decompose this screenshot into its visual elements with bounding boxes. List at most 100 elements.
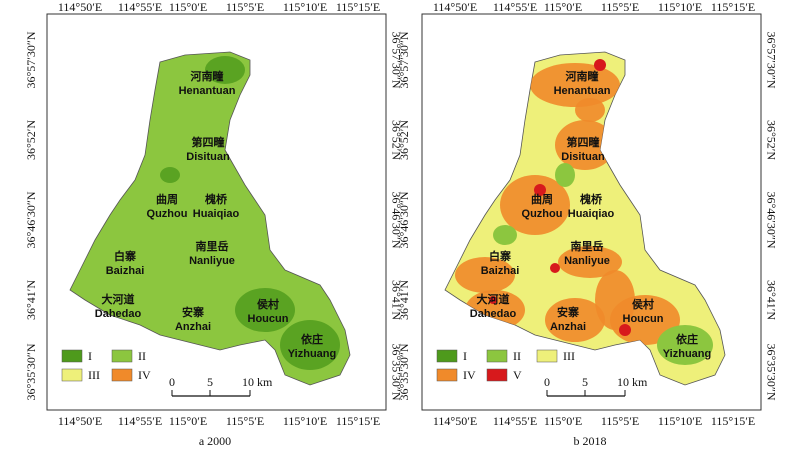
lon-label: 114°55′E — [118, 0, 162, 14]
patch — [280, 320, 340, 370]
place-name-zh: 南里岳 — [571, 239, 604, 253]
legend-label: V — [513, 368, 522, 382]
place-name-zh: 槐桥 — [204, 192, 228, 206]
place-name-zh: 曲周 — [531, 192, 553, 206]
legend-label: II — [513, 349, 521, 363]
place-name-zh: 河南疃 — [566, 69, 599, 83]
lat-label: 36°35′30″N — [397, 343, 411, 400]
place-name-en: Baizhai — [481, 265, 520, 277]
place-name-zh: 白寨 — [489, 249, 511, 263]
place-name-en: Huaiqiao — [193, 208, 240, 220]
scale-label: 5 — [207, 375, 213, 389]
place-name-en: Houcun — [248, 313, 289, 325]
map-frame — [421, 13, 762, 411]
place-name-en: Huaiqiao — [568, 208, 615, 220]
patch — [500, 175, 570, 235]
place-name-zh: 河南疃 — [191, 69, 224, 83]
scale-label: 10 km — [617, 375, 648, 389]
lon-label: 114°50′E — [58, 414, 102, 428]
place-name-zh: 槐桥 — [579, 192, 603, 206]
place-name-en: Baizhai — [106, 265, 145, 277]
lat-label: 36°57′30″N — [397, 31, 411, 88]
lat-label: 36°46′30″N — [764, 191, 778, 248]
map-panel: 114°50′E 114°50′E 114°55′E 114°55′E 115°0′E 1… — [397, 0, 779, 448]
place-name-en: Disituan — [561, 151, 605, 163]
place-name-en: Yizhuang — [288, 348, 336, 360]
lat-label: 36°35′30″N — [24, 343, 38, 400]
legend-swatch — [486, 349, 508, 363]
place-name-en: Disituan — [186, 151, 230, 163]
lon-label: 115°15′E — [711, 414, 755, 428]
lon-label: 115°0′E — [169, 0, 207, 14]
lon-label: 114°50′E — [433, 0, 477, 14]
lat-label: 36°41′N — [764, 280, 778, 320]
lat-label: 36°35′30″N — [389, 343, 403, 400]
lon-label: 114°55′E — [118, 414, 162, 428]
legend-label: III — [563, 349, 575, 363]
map-frame — [46, 13, 387, 411]
lon-label: 115°5′E — [226, 0, 264, 14]
patches — [160, 56, 340, 370]
place-name-zh: 第四疃 — [192, 135, 225, 149]
lon-label: 115°5′E — [226, 414, 264, 428]
lon-label: 115°15′E — [711, 0, 755, 14]
lat-label: 36°52′N — [397, 120, 411, 160]
place-name-en: Dahedao — [470, 308, 517, 320]
patch — [657, 325, 713, 365]
lon-label: 115°0′E — [544, 0, 582, 14]
place-name-en: Nanliyue — [564, 255, 610, 267]
legend-swatch — [111, 349, 133, 363]
lon-label: 115°10′E — [658, 0, 702, 14]
scale-label: 10 km — [242, 375, 273, 389]
place-name-en: Houcun — [623, 313, 664, 325]
place-name-zh: 侯村 — [632, 297, 654, 311]
legend-label: IV — [463, 368, 476, 382]
place-name-zh: 安寨 — [557, 305, 579, 319]
place-name-en: Quzhou — [522, 208, 563, 220]
lon-label: 114°50′E — [433, 414, 477, 428]
hotspot — [534, 184, 546, 196]
panel-caption: a 2000 — [199, 434, 231, 448]
legend-label: II — [138, 349, 146, 363]
place-name-zh: 大河道 — [477, 292, 510, 306]
patch — [545, 298, 605, 342]
lat-label: 36°52′N — [24, 120, 38, 160]
lat-label: 36°46′30″N — [24, 191, 38, 248]
lon-label: 115°10′E — [283, 0, 327, 14]
lon-label: 114°55′E — [493, 0, 537, 14]
lon-label: 115°5′E — [601, 414, 639, 428]
legend-swatch — [536, 349, 558, 363]
scale-label: 0 — [169, 375, 175, 389]
hotspot — [489, 296, 497, 304]
legend-label: I — [88, 349, 92, 363]
lat-label: 36°35′30″N — [764, 343, 778, 400]
lon-label: 115°5′E — [601, 0, 639, 14]
place-name-zh: 白寨 — [114, 249, 136, 263]
lat-label: 36°57′30″N — [764, 31, 778, 88]
place-name-zh: 安寨 — [182, 305, 204, 319]
legend-swatch — [436, 349, 458, 363]
scale-label: 5 — [582, 375, 588, 389]
legend-label: I — [463, 349, 467, 363]
patch — [558, 246, 622, 278]
lat-label: 36°52′N — [764, 120, 778, 160]
legend-swatch — [61, 349, 83, 363]
place-name-en: Henantuan — [554, 85, 611, 97]
lon-label: 115°10′E — [658, 414, 702, 428]
lon-label: 114°50′E — [58, 0, 102, 14]
lat-label: 36°57′30″N — [24, 31, 38, 88]
lat-label: 36°41′N — [24, 280, 38, 320]
patches — [455, 59, 713, 365]
lat-label: 36°41′N — [397, 280, 411, 320]
patch — [555, 163, 575, 187]
hotspot — [594, 59, 606, 71]
place-name-zh: 南里岳 — [196, 239, 229, 253]
lon-label: 115°15′E — [336, 414, 380, 428]
lat-label: 36°57′30″N — [389, 31, 403, 88]
patch — [455, 257, 515, 293]
place-name-zh: 第四疃 — [567, 135, 600, 149]
map-panel: 114°50′E 114°50′E 114°55′E 114°55′E 115°0′E 1… — [24, 0, 404, 448]
patch — [160, 167, 180, 183]
lat-label: 36°52′N — [389, 120, 403, 160]
